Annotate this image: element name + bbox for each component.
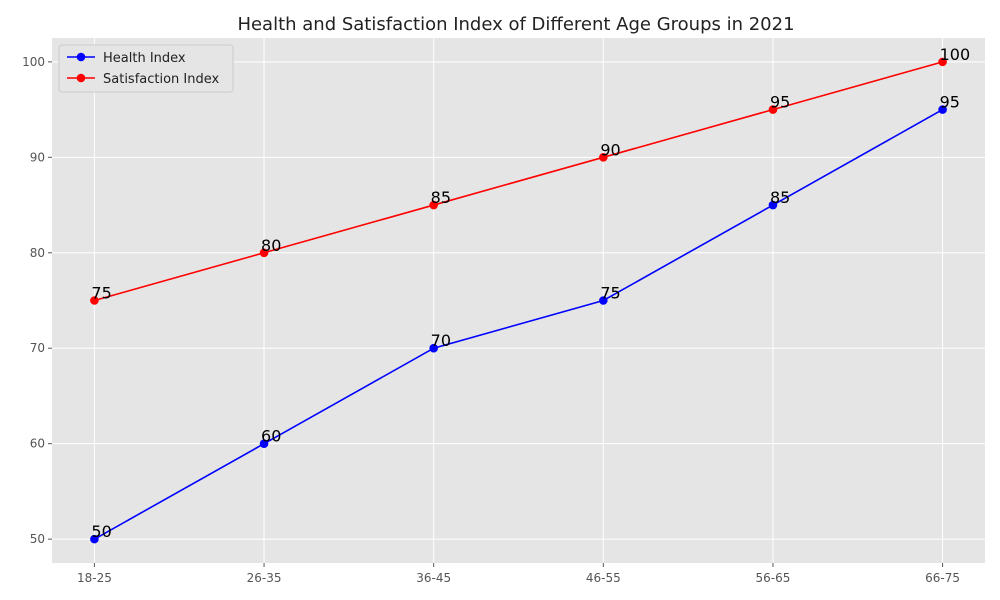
data-label: 70 <box>431 331 451 350</box>
x-tick-label: 18-25 <box>77 571 112 585</box>
series-line <box>94 61 943 302</box>
x-tick-label: 56-65 <box>756 571 791 585</box>
data-point <box>938 105 947 114</box>
axes: 50 60 70 80 90 100 18-25 26-35 36-45 46-55 56-65 66… <box>22 55 960 585</box>
legend-box <box>58 44 234 93</box>
y-tick-label: 100 <box>22 55 45 69</box>
y-tick-label: 50 <box>30 532 45 546</box>
legend-label: Satisfaction Index <box>103 72 220 87</box>
legend-label: Health Index <box>103 51 186 66</box>
series-1: 75 80 85 90 95 100 <box>90 45 970 305</box>
data-point <box>90 534 99 544</box>
data-label: 85 <box>431 188 451 207</box>
data-label: 50 <box>91 522 111 541</box>
data-point <box>259 248 269 258</box>
x-tick-label: 66-75 <box>925 571 960 585</box>
legend-marker <box>76 73 86 83</box>
legend-entry: Health Index <box>67 51 186 66</box>
x-tick-label: 46-55 <box>586 571 621 585</box>
data-point <box>599 296 608 305</box>
series-layer: 50 60 70 75 85 95 75 80 85 90 95 100 <box>90 45 970 544</box>
y-tick-label: 90 <box>30 150 45 164</box>
legend-entry: Satisfaction Index <box>67 72 220 87</box>
series-line <box>94 108 943 540</box>
data-point <box>768 105 778 114</box>
y-tick-label: 80 <box>30 246 45 260</box>
data-label: 95 <box>940 93 960 112</box>
series-0: 50 60 70 75 85 95 <box>90 93 960 544</box>
y-tick-label: 60 <box>30 437 45 451</box>
data-label: 95 <box>770 93 790 112</box>
data-label: 75 <box>600 284 620 303</box>
data-point <box>768 200 778 210</box>
data-point <box>259 439 269 448</box>
legend-marker <box>76 52 86 62</box>
data-label: 75 <box>91 284 111 303</box>
data-label: 90 <box>600 140 620 159</box>
x-tick-label: 36-45 <box>416 571 451 585</box>
data-label: 80 <box>261 236 281 255</box>
data-point <box>599 153 608 162</box>
chart-title: Health and Satisfaction Index of Differe… <box>237 14 794 35</box>
data-point <box>938 57 947 67</box>
data-point <box>429 200 438 210</box>
data-label: 60 <box>261 427 281 446</box>
y-tick-label: 70 <box>30 341 45 355</box>
legend: Health Index Satisfaction Index <box>58 44 234 93</box>
data-point <box>90 296 99 305</box>
data-label: 100 <box>940 45 971 64</box>
data-label: 85 <box>770 188 790 207</box>
data-point <box>429 343 438 353</box>
x-tick-label: 26-35 <box>247 571 282 585</box>
